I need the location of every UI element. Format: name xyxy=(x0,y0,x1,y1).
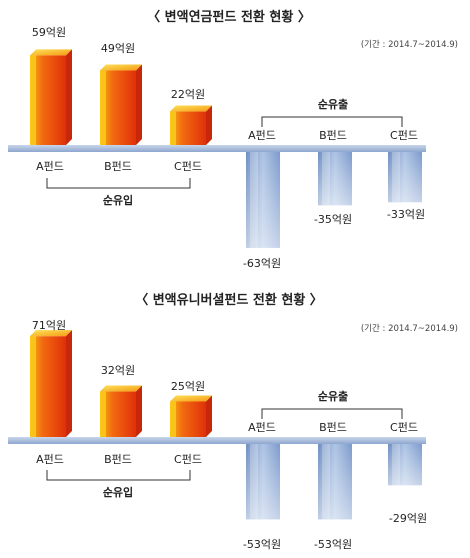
outflow-bar xyxy=(246,444,280,520)
outflow-label: 순유출 xyxy=(318,97,348,111)
chart-title: 〈 변액연금펀드 전환 현황 〉 xyxy=(147,9,311,25)
tick-label: C펀드 xyxy=(174,160,202,173)
outflow-bar xyxy=(388,444,422,486)
data-label: 32억원 xyxy=(101,364,135,377)
inflow-bar xyxy=(30,49,72,145)
baseline xyxy=(8,437,426,444)
panel-annuity: 〈 변액연금펀드 전환 현황 〉 (기간 : 2014.7~2014.9) A펀… xyxy=(8,9,458,270)
bars-group xyxy=(30,330,422,520)
tick-label: A펀드 xyxy=(36,160,64,173)
outflow-bar xyxy=(246,152,280,248)
tick-label: A펀드 xyxy=(248,129,276,142)
outflow-bracket xyxy=(261,408,403,419)
outflow-bar xyxy=(318,152,352,206)
outflow-bar xyxy=(388,152,422,203)
data-label: -53억원 xyxy=(314,538,352,551)
tick-label: B펀드 xyxy=(104,160,132,173)
inflow-bar xyxy=(170,105,212,145)
data-label: 71억원 xyxy=(32,319,66,332)
outflow-bracket xyxy=(261,116,403,127)
inflow-bracket xyxy=(46,178,191,189)
data-label: -35억원 xyxy=(314,213,352,226)
data-label: 22억원 xyxy=(171,88,205,101)
tick-label: B펀드 xyxy=(319,421,347,434)
tick-label: A펀드 xyxy=(248,421,276,434)
data-label: -29억원 xyxy=(389,512,427,525)
period-label: (기간 : 2014.7~2014.9) xyxy=(361,323,458,334)
data-label: -63억원 xyxy=(243,257,281,270)
data-label: -53억원 xyxy=(243,538,281,551)
chart-title: 〈 변액유니버셜펀드 전환 현황 〉 xyxy=(135,292,323,308)
baseline xyxy=(8,145,426,152)
period-label: (기간 : 2014.7~2014.9) xyxy=(361,39,458,50)
inflow-label: 순유입 xyxy=(103,486,133,499)
data-label: -33억원 xyxy=(387,208,425,221)
data-label: 59억원 xyxy=(32,26,66,39)
inflow-label: 순유입 xyxy=(103,194,133,207)
inflow-bar xyxy=(100,64,142,145)
panel-universal: 〈 변액유니버셜펀드 전환 현황 〉 (기간 : 2014.7~2014.9) … xyxy=(8,292,458,551)
tick-label: A펀드 xyxy=(36,453,64,466)
inflow-bracket xyxy=(46,470,191,481)
inflow-bar xyxy=(30,330,72,437)
bars-group xyxy=(30,49,422,248)
tick-label: C펀드 xyxy=(390,129,418,142)
inflow-bar xyxy=(100,385,142,437)
tick-label: B펀드 xyxy=(104,453,132,466)
tick-label: C펀드 xyxy=(390,421,418,434)
tick-label: B펀드 xyxy=(319,129,347,142)
data-label: 49억원 xyxy=(101,42,135,55)
inflow-bar xyxy=(170,395,212,437)
outflow-bar xyxy=(318,444,352,520)
tick-label: C펀드 xyxy=(174,453,202,466)
outflow-label: 순유출 xyxy=(318,389,348,403)
data-label: 25억원 xyxy=(171,380,205,393)
